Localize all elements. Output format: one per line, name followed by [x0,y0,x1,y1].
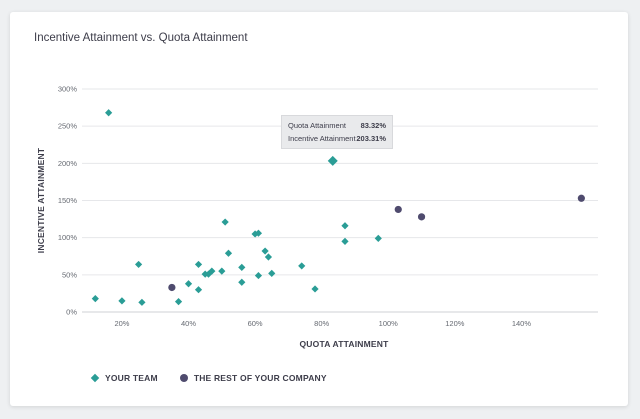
data-point-rest-of-company[interactable] [394,205,402,214]
data-point-your-team[interactable] [264,253,273,261]
y-tick-label: 150% [58,196,78,205]
data-point-your-team[interactable] [105,109,113,117]
data-point-rest-of-company[interactable] [417,213,426,221]
x-tick-label: 80% [314,319,329,328]
x-tick-label: 100% [379,319,399,328]
data-point-your-team[interactable] [254,271,263,280]
data-point-your-team[interactable] [261,247,269,255]
data-point-your-team[interactable] [298,262,306,270]
tooltip-value: 203.31% [356,134,386,143]
x-tick-label: 140% [512,319,532,328]
y-tick-label: 200% [58,159,78,168]
data-point-your-team[interactable] [174,297,183,306]
data-point-your-team[interactable] [218,267,226,275]
data-point-your-team[interactable] [204,270,213,278]
data-point-your-team[interactable] [134,260,143,269]
data-point-your-team[interactable] [118,297,126,305]
y-tick-label: 100% [58,233,78,242]
data-point-your-team[interactable] [327,155,338,166]
x-tick-label: 20% [114,319,129,328]
data-point-your-team[interactable] [374,234,382,243]
y-tick-label: 0% [66,308,77,317]
chart-title: Incentive Attainment vs. Quota Attainmen… [34,32,248,44]
point-tooltip: Quota Attainment 83.32% Incentive Attain… [281,115,393,149]
legend-label: YOUR TEAM [105,373,158,383]
circle-icon [179,374,188,382]
chart-card [10,12,628,406]
x-axis-label: QUOTA ATTAINMENT [300,339,390,349]
data-point-rest-of-company[interactable] [577,194,585,202]
data-point-your-team[interactable] [194,260,203,269]
tooltip-label: Incentive Attainment [288,134,356,143]
data-point-your-team[interactable] [254,229,263,237]
data-point-your-team[interactable] [224,249,233,257]
y-axis-label: INCENTIVE ATTAINMENT [36,147,46,253]
y-tick-label: 250% [58,122,78,131]
data-point-your-team[interactable] [268,269,276,277]
data-point-your-team[interactable] [91,295,99,303]
data-points [91,109,585,306]
chart-legend: YOUR TEAM THE REST OF YOUR COMPANY [90,373,349,383]
data-point-your-team[interactable] [221,218,229,226]
data-point-your-team[interactable] [341,237,349,245]
tooltip-value: 83.32% [360,121,386,130]
tooltip-label: Quota Attainment [288,121,346,130]
x-tick-label: 60% [248,319,263,328]
x-tick-label: 40% [181,319,196,328]
tooltip-row-incentive: Incentive Attainment 203.31% [282,132,392,145]
data-point-your-team[interactable] [138,298,146,306]
data-point-your-team[interactable] [341,222,349,230]
data-point-rest-of-company[interactable] [168,283,176,292]
data-point-your-team[interactable] [184,280,193,288]
legend-item-your-team[interactable]: YOUR TEAM [90,373,158,383]
y-axis-ticks: 0% 50% 100% 150% 200% 250% 300% [58,85,78,317]
data-point-your-team[interactable] [238,278,246,286]
y-tick-label: 300% [58,85,78,94]
data-point-your-team[interactable] [208,267,216,275]
x-tick-label: 120% [445,319,465,328]
legend-label: THE REST OF YOUR COMPANY [193,373,327,383]
data-point-your-team[interactable] [238,263,246,271]
tooltip-row-quota: Quota Attainment 83.32% [282,119,392,132]
diamond-icon [90,373,100,383]
y-tick-label: 50% [62,270,77,279]
data-point-your-team[interactable] [194,286,203,294]
data-point-your-team[interactable] [311,285,319,293]
x-axis-ticks: 20% 40% 60% 80% 100% 120% 140% [114,319,531,328]
legend-item-rest-of-company[interactable]: THE REST OF YOUR COMPANY [179,373,327,383]
